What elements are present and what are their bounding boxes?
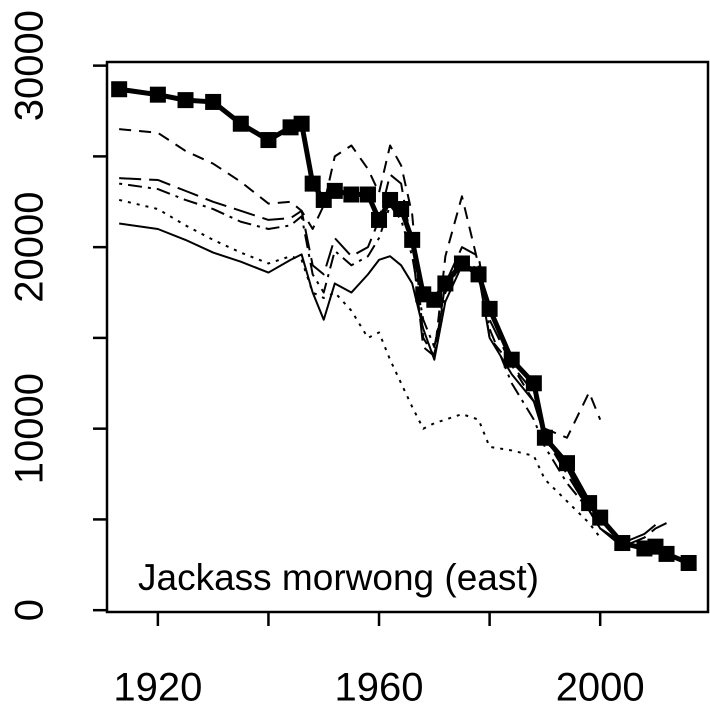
series-line <box>119 128 602 439</box>
marker <box>205 93 222 110</box>
series-line <box>119 173 667 548</box>
plot-frame <box>105 60 710 614</box>
marker <box>232 115 249 132</box>
marker <box>426 291 443 308</box>
marker <box>304 175 321 192</box>
marker <box>437 275 454 292</box>
series-line <box>119 222 657 545</box>
annotation: Jackass morwong (east) <box>138 557 539 598</box>
marker <box>260 132 277 149</box>
x-tick-label: 1960 <box>335 666 424 710</box>
marker <box>149 86 166 103</box>
marker <box>326 182 343 199</box>
marker <box>293 115 310 132</box>
marker <box>111 81 128 98</box>
x-tick-label: 1920 <box>113 666 202 710</box>
y-tick-label: 30000 <box>8 10 52 121</box>
marker <box>177 92 194 109</box>
series-line <box>118 198 601 539</box>
marker <box>525 375 542 392</box>
y-tick-label: 20000 <box>8 192 52 303</box>
marker <box>658 545 675 562</box>
marker <box>581 495 598 512</box>
y-tick-label: 10000 <box>8 373 52 484</box>
y-tick-label: 0 <box>8 599 52 621</box>
marker <box>343 186 360 203</box>
series-line <box>119 182 602 530</box>
marker <box>680 554 697 571</box>
marker <box>359 186 376 203</box>
series-line <box>118 86 690 566</box>
x-tick-label: 2000 <box>556 666 645 710</box>
